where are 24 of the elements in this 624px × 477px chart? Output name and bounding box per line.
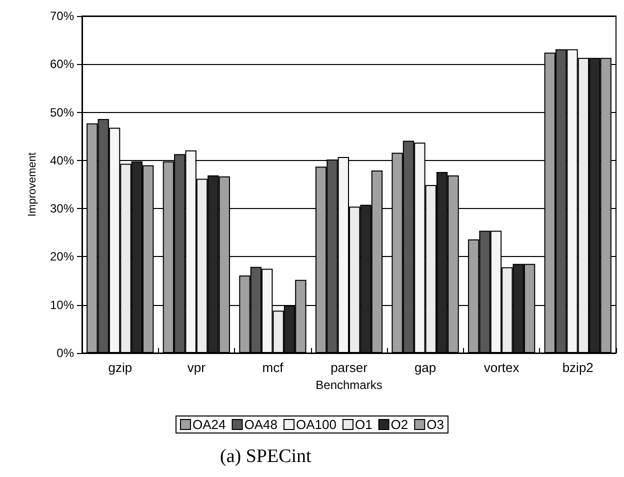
x-tick-label: parser (330, 360, 368, 375)
y-tick-label: 10% (50, 298, 74, 312)
legend-label: O3 (426, 417, 444, 432)
legend-label: O2 (390, 417, 408, 432)
y-axis-title: Improvement (26, 152, 38, 217)
y-tick-label: 60% (50, 57, 74, 72)
y-tick-label: 0% (56, 346, 74, 360)
y-tick-label: 70% (50, 9, 74, 23)
y-tick-label: 20% (50, 250, 74, 264)
y-tick-label: 30% (50, 202, 74, 216)
y-tick-label: 40% (50, 153, 74, 168)
x-tick-label: bzip2 (562, 360, 594, 375)
legend-label: OA48 (244, 417, 278, 432)
x-tick-label: gap (414, 360, 436, 375)
x-tick-label: mcf (262, 360, 284, 375)
x-tick-label: gzip (108, 360, 132, 375)
x-tick-label: vpr (187, 360, 206, 375)
y-tick-label: 50% (50, 105, 74, 120)
x-tick-label: vortex (484, 360, 520, 375)
x-axis-title: Benchmarks (316, 378, 382, 392)
legend-label: OA24 (192, 417, 226, 432)
text: (a) SPECint (220, 446, 312, 467)
legend-label: OA100 (296, 417, 336, 432)
legend-label: O1 (354, 417, 372, 432)
